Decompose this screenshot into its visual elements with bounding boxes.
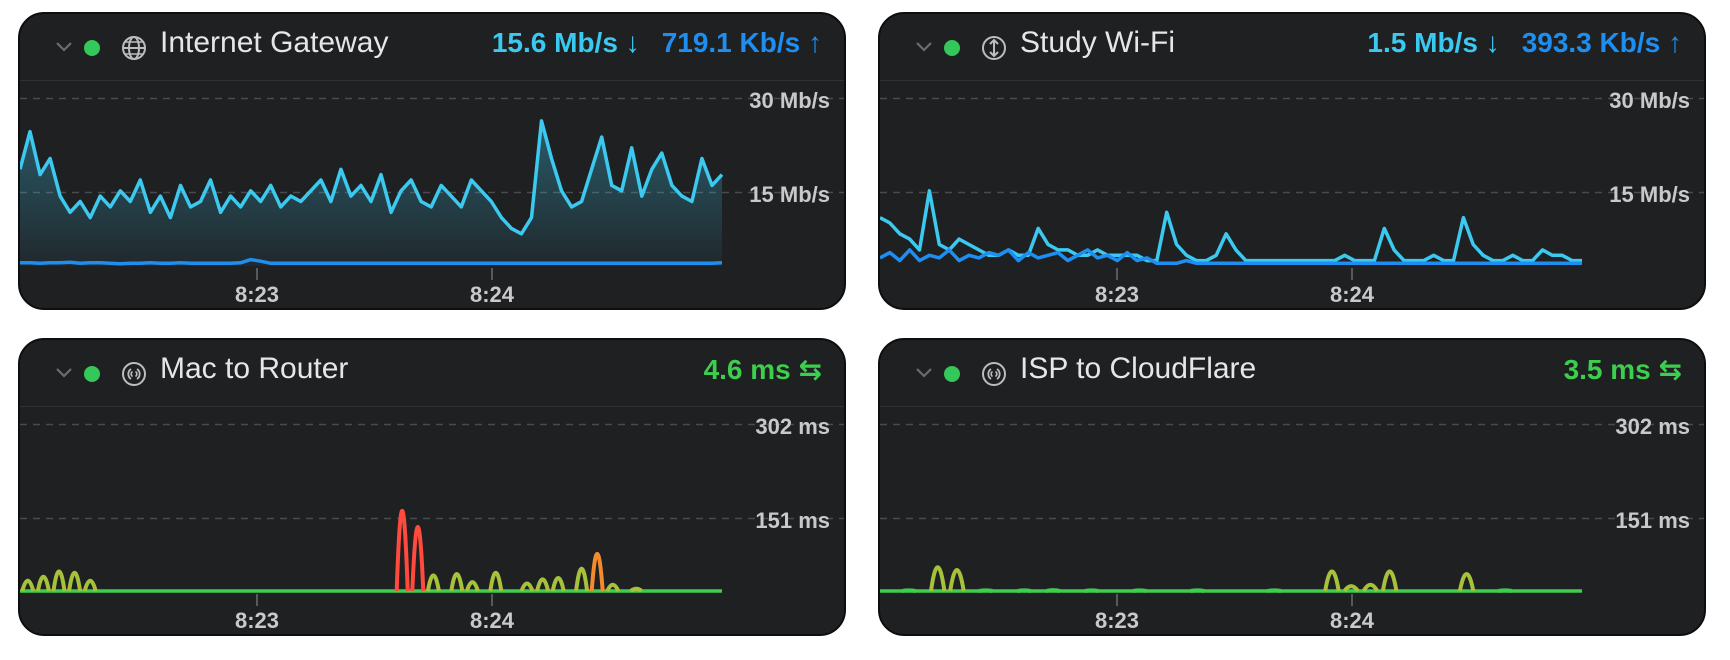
y-tick-label: 151 ms <box>1615 508 1690 533</box>
latency-spike <box>82 578 98 592</box>
panel-mac-to-router: 302 ms 151 ms 8:23 8:24 Mac to Router 4.6 m… <box>18 338 846 636</box>
latency-spike <box>1380 569 1399 592</box>
y-tick-label: 151 ms <box>755 508 830 533</box>
latency-spike <box>901 588 916 593</box>
x-tick-label: 8:24 <box>1330 282 1375 307</box>
latency-spike <box>1132 588 1147 593</box>
panel-study-wifi: 30 Mb/s 15 Mb/s 8:23 8:24 Study Wi-Fi 1.5 M… <box>878 12 1706 310</box>
latency-spike <box>929 565 947 592</box>
chart-study-wifi: 30 Mb/s 15 Mb/s 8:23 8:24 <box>880 88 1704 307</box>
rate-readout: 1.5 Mb/s ↓ 393.3 Kb/s ↑ <box>1345 27 1682 59</box>
x-tick-label: 8:24 <box>470 282 515 307</box>
latency-value: 3.5 ms ⇆ <box>1563 354 1682 385</box>
latency-readout: 4.6 ms ⇆ <box>682 353 822 386</box>
wifi-arrows-icon <box>982 36 1006 60</box>
latency-spike <box>589 552 605 592</box>
x-tick-label: 8:24 <box>470 608 515 633</box>
panel-title: ISP to CloudFlare <box>1020 352 1257 385</box>
x-tick-label: 8:23 <box>1095 282 1139 307</box>
x-tick-label: 8:23 <box>235 282 279 307</box>
rate-readout: 15.6 Mb/s ↓ 719.1 Kb/s ↑ <box>470 27 822 59</box>
chevron-down-icon[interactable] <box>914 36 934 56</box>
latency-spike <box>1342 584 1360 593</box>
latency-readout: 3.5 ms ⇆ <box>1542 353 1682 386</box>
globe-icon <box>122 36 146 60</box>
panel-title: Study Wi-Fi <box>1020 26 1176 59</box>
x-tick-label: 8:23 <box>235 608 279 633</box>
y-tick-label: 15 Mb/s <box>749 182 830 207</box>
latency-spike <box>1323 569 1341 592</box>
latency-spike <box>488 570 504 592</box>
y-tick-label: 15 Mb/s <box>1609 182 1690 207</box>
status-dot <box>84 366 100 382</box>
panel-header: Internet Gateway 15.6 Mb/s ↓ 719.1 Kb/s ↑ <box>20 14 844 81</box>
download-area <box>20 120 722 267</box>
y-tick-label: 302 ms <box>755 414 830 439</box>
chart-mac-to-router: 302 ms 151 ms 8:23 8:24 <box>20 414 844 633</box>
latency-spike <box>519 581 535 592</box>
latency-spike <box>464 580 480 592</box>
ping-icon <box>122 362 146 386</box>
download-series-line <box>880 189 1582 263</box>
latency-spike <box>574 566 590 592</box>
latency-spike <box>394 509 410 592</box>
latency-spike <box>1084 588 1099 593</box>
latency-spike <box>605 582 621 592</box>
panel-title: Internet Gateway <box>160 26 389 59</box>
latency-spike <box>1017 588 1032 593</box>
status-dot <box>84 40 100 56</box>
latency-spike <box>1457 572 1476 592</box>
download-series-line <box>20 119 724 236</box>
latency-value: 4.6 ms ⇆ <box>703 354 822 385</box>
latency-spike <box>535 577 551 592</box>
latency-spike <box>948 568 966 592</box>
upload-series-line <box>20 257 723 266</box>
chevron-down-icon[interactable] <box>54 362 74 382</box>
x-tick-label: 8:24 <box>1330 608 1375 633</box>
panel-title: Mac to Router <box>160 352 349 385</box>
latency-spike <box>1045 588 1061 593</box>
latency-spike <box>20 578 36 592</box>
y-tick-label: 30 Mb/s <box>1609 88 1690 113</box>
status-dot <box>944 366 960 382</box>
upload-series-line <box>880 248 1582 266</box>
chevron-down-icon[interactable] <box>914 362 934 382</box>
panel-internet-gateway: 30 Mb/s 15 Mb/s 8:23 8:24 Internet Gateway … <box>18 12 846 310</box>
panel-header: Study Wi-Fi 1.5 Mb/s ↓ 393.3 Kb/s ↑ <box>880 14 1704 81</box>
chevron-down-icon[interactable] <box>54 36 74 56</box>
latency-spike <box>51 569 67 592</box>
y-tick-label: 302 ms <box>1615 414 1690 439</box>
status-dot <box>944 40 960 56</box>
x-tick-label: 8:23 <box>1095 608 1139 633</box>
download-rate: 1.5 Mb/s ↓ <box>1367 27 1500 58</box>
panel-header: Mac to Router 4.6 ms ⇆ <box>20 340 844 407</box>
upload-rate: 393.3 Kb/s ↑ <box>1521 27 1682 58</box>
latency-spike <box>1497 588 1513 593</box>
panel-isp-to-cloudflare: 302 ms 151 ms 8:23 8:24 ISP to CloudFlare 3… <box>878 338 1706 636</box>
latency-spike <box>550 576 566 592</box>
chart-isp-to-cloudflare: 302 ms 151 ms 8:23 8:24 <box>880 414 1704 633</box>
latency-spike <box>449 572 465 592</box>
upload-rate: 719.1 Kb/s ↑ <box>661 27 822 58</box>
latency-spike <box>1267 588 1282 593</box>
download-rate: 15.6 Mb/s ↓ <box>491 27 640 58</box>
panel-header: ISP to CloudFlare 3.5 ms ⇆ <box>880 340 1704 407</box>
ping-icon <box>982 362 1006 386</box>
latency-spike <box>35 574 51 592</box>
y-tick-label: 30 Mb/s <box>749 88 830 113</box>
latency-spike <box>1190 588 1205 593</box>
chart-internet-gateway: 30 Mb/s 15 Mb/s 8:23 8:24 <box>20 88 844 307</box>
latency-spike <box>1361 582 1379 593</box>
latency-spike <box>410 525 426 592</box>
latency-spike <box>629 586 643 593</box>
latency-spike <box>425 573 441 592</box>
latency-spike <box>978 588 993 593</box>
latency-spike <box>67 570 83 592</box>
